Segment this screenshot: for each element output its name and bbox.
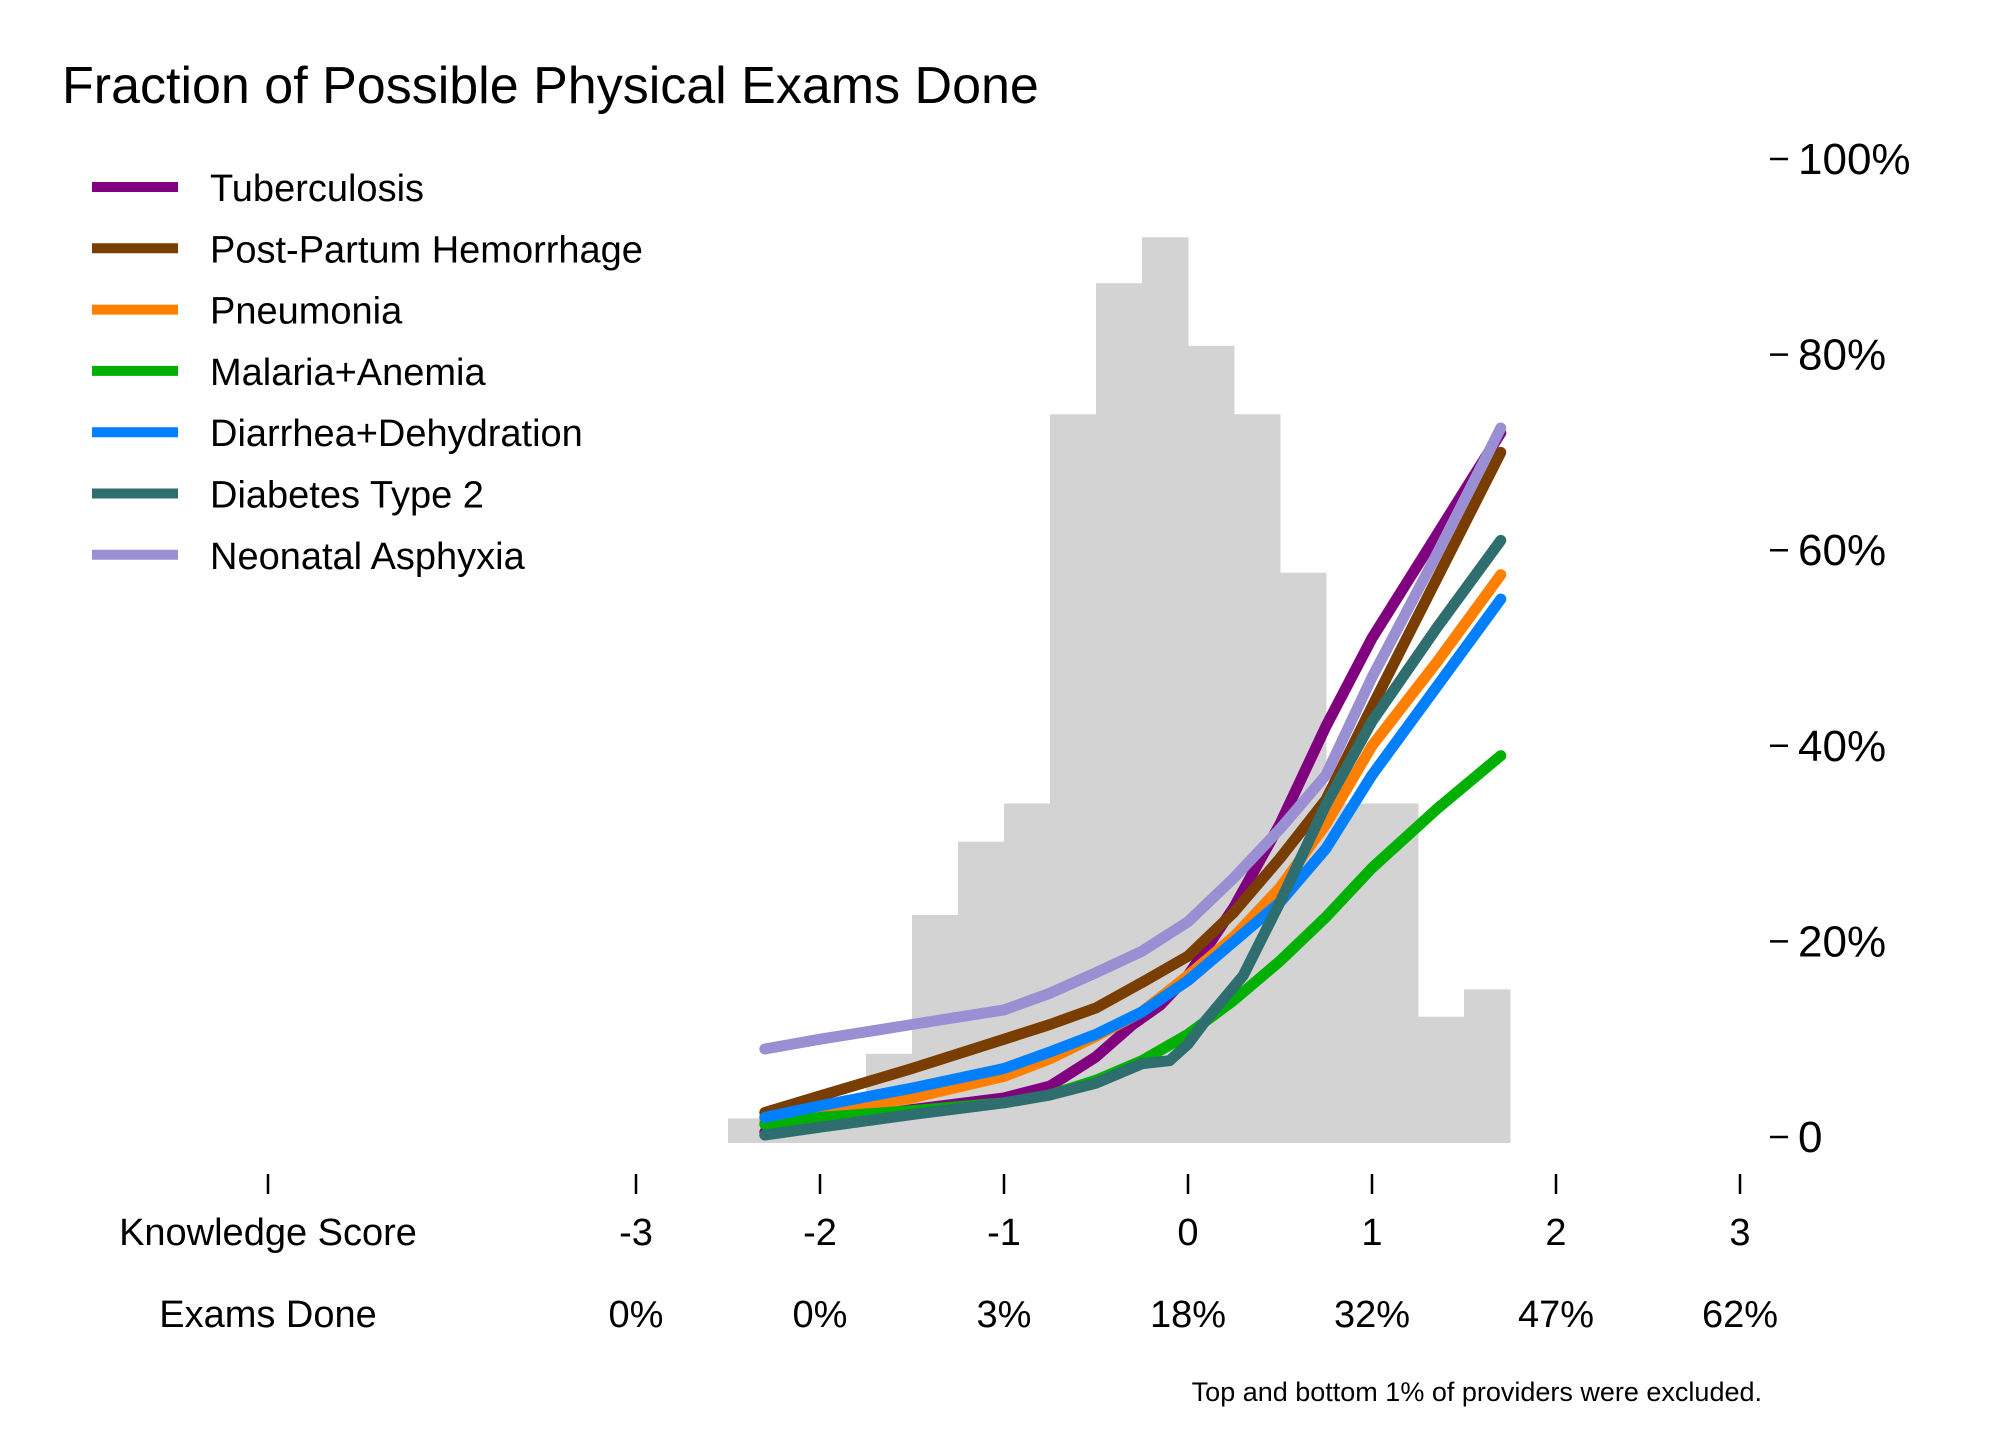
series-line-post-partum-hemorrhage [759,446,1507,1118]
footnote: Top and bottom 1% of providers were excl… [1192,1377,1762,1407]
legend-label-neonatal-asphyxia: Neonatal Asphyxia [210,536,526,578]
series-lines [759,422,1507,1141]
legend-label-diarrhea-dehydration: Diarrhea+Dehydration [210,413,583,455]
x-tick-label-3: 0 [1177,1212,1198,1254]
series-line-diabetes-type-2 [759,534,1507,1141]
histogram-bar-15 [1418,1016,1465,1143]
y-axis: 0 20% 40% 60% 80% 100% [1770,135,1911,1162]
x-axis-secondary-label: Exams Done [159,1294,377,1336]
x-secondary-tick-label-0: 0% [609,1294,664,1336]
histogram-bar-13 [1326,803,1373,1143]
histogram-bar-5 [958,841,1005,1143]
y-tick-label-0: 0 [1798,1113,1822,1162]
y-tick-label-20: 20% [1798,917,1886,966]
x-secondary-tick-label-2: 3% [977,1294,1032,1336]
histogram-bar-11 [1234,414,1281,1143]
x-tick-label-4: 1 [1361,1212,1382,1254]
legend-label-pneumonia: Pneumonia [210,291,403,333]
y-tick-label-100: 100% [1798,135,1911,184]
x-axis: Knowledge Score Exams Done -3 0% -2 0% -1 3% 0… [119,1174,1778,1336]
legend: Tuberculosis Post-Partum Hemorrhage Pneumo… [92,168,643,578]
chart-title: Fraction of Possible Physical Exams Done [62,57,1039,115]
y-tick-label-80: 80% [1798,331,1886,380]
x-secondary-tick-label-4: 32% [1334,1294,1410,1336]
x-tick-label-1: -2 [803,1212,837,1254]
series-line-neonatal-asphyxia [759,422,1507,1055]
x-secondary-tick-label-1: 0% [793,1294,848,1336]
legend-label-diabetes-type-2: Diabetes Type 2 [210,475,484,517]
x-tick-label-6: 3 [1729,1212,1750,1254]
legend-label-post-partum-hemorrhage: Post-Partum Hemorrhage [210,229,643,271]
legend-label-tuberculosis: Tuberculosis [210,168,424,210]
x-tick-label-0: -3 [619,1212,653,1254]
y-tick-label-60: 60% [1798,526,1886,575]
series-line-diarrhea-dehydration [759,593,1507,1123]
x-tick-label-5: 2 [1545,1212,1566,1254]
histogram-bar-16 [1464,989,1511,1143]
legend-label-malaria-anemia: Malaria+Anemia [210,352,486,394]
x-secondary-tick-label-3: 18% [1150,1294,1226,1336]
x-secondary-tick-label-6: 62% [1702,1294,1778,1336]
x-secondary-tick-label-5: 47% [1518,1294,1594,1336]
x-tick-label-2: -1 [987,1212,1021,1254]
x-axis-label: Knowledge Score [119,1212,417,1254]
y-tick-label-40: 40% [1798,722,1886,771]
